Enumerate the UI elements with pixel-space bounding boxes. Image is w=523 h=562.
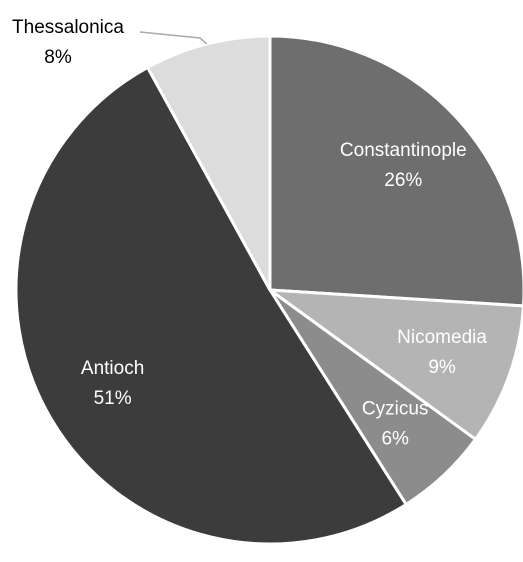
slice-value-label: 26% [384,170,422,191]
slice-value-label: 6% [381,428,409,449]
slice-label: Cyzicus [362,398,429,419]
pie-slice [268,34,523,308]
slice-label: Antioch [81,358,144,379]
slice-label: Thessalonica [12,17,124,38]
leader-line [139,31,208,45]
slice-value-label: 8% [44,47,72,68]
slice-value-label: 51% [94,388,132,409]
slice-label: Nicomedia [397,327,487,348]
pie-slice [14,65,409,546]
pie-slice [145,34,272,291]
slice-label: Constantinople [340,140,467,161]
slice-value-label: 9% [428,357,456,378]
